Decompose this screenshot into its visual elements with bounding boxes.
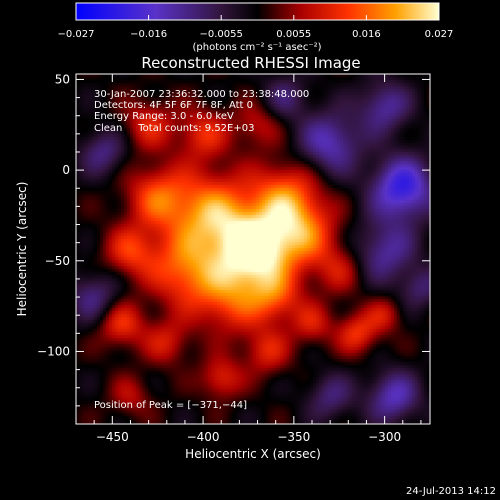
y-tick-label: −100: [37, 344, 70, 358]
y-tick-label: −50: [45, 254, 70, 268]
chart-title: Reconstructed RHESSI Image: [141, 54, 360, 72]
colorbar-tick-label: −0.016: [130, 29, 167, 40]
peak-position-label: Position of Peak = [−371,−44]: [94, 400, 247, 411]
colorbar-tick-label: 0.016: [352, 29, 381, 40]
colorbar-tick-label: −0.027: [57, 29, 94, 40]
info-line-counts: Clean Total counts: 9.52E+03: [94, 123, 254, 134]
info-block: 30-Jan-2007 23:36:32.000 to 23:38:48.000…: [94, 89, 309, 134]
info-line-detectors: Detectors: 4F 5F 6F 7F 8F, Att 0: [94, 100, 253, 111]
colorbar-ticks: −0.027 −0.016 −0.0055 0.0055 0.016 0.027: [57, 15, 453, 40]
colorbar-tick-label: −0.0055: [200, 29, 243, 40]
x-tick-label: −400: [187, 430, 220, 444]
info-line-time: 30-Jan-2007 23:36:32.000 to 23:38:48.000: [94, 89, 309, 100]
plot-frame: [75, 73, 431, 425]
x-tick-label: −350: [277, 430, 310, 444]
heatmap-image: [76, 74, 430, 424]
y-tick-label: 50: [55, 72, 70, 86]
y-tick-label: 0: [62, 163, 70, 177]
colorbar-tick-label: 0.0055: [276, 29, 311, 40]
footer-date: 24-Jul-2013 14:12: [406, 486, 496, 497]
colorbar: [75, 2, 440, 21]
x-tick-label: −300: [368, 430, 401, 444]
info-line-energy: Energy Range: 3.0 - 6.0 keV: [94, 111, 234, 122]
x-tick-label: −450: [96, 430, 129, 444]
y-axis-label: Heliocentric Y (arcsec): [15, 182, 29, 317]
axes: −450 −400 −350 −300 50 0 −50 −100: [37, 72, 430, 444]
x-axis-label: Heliocentric X (arcsec): [185, 447, 321, 461]
colorbar-units: (photons cm⁻² s⁻¹ asec⁻²): [192, 42, 321, 53]
colorbar-tick-label: 0.027: [425, 29, 454, 40]
